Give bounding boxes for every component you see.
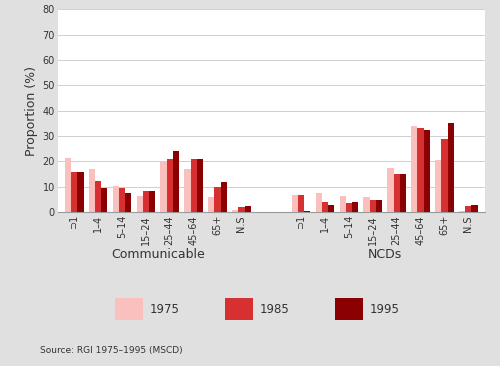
Y-axis label: Proportion (%): Proportion (%) [25, 66, 38, 156]
Bar [364, 197, 370, 212]
Bar [298, 194, 304, 212]
Bar [119, 188, 125, 212]
Bar [418, 128, 424, 212]
Bar [208, 197, 214, 212]
Bar [166, 159, 173, 212]
Bar [388, 168, 394, 212]
Bar [136, 196, 143, 212]
Bar [376, 199, 382, 212]
Bar [95, 180, 101, 212]
Bar [238, 207, 244, 212]
Text: 1985: 1985 [260, 303, 290, 316]
Bar [160, 161, 166, 212]
Bar [244, 206, 250, 212]
Bar [394, 174, 400, 212]
Bar [459, 211, 465, 212]
Bar [214, 187, 220, 212]
Bar [220, 182, 227, 212]
Bar [340, 196, 346, 212]
Bar [112, 186, 119, 212]
Bar [173, 152, 179, 212]
Bar [184, 169, 190, 212]
Bar [143, 191, 149, 212]
Bar [472, 205, 478, 212]
Bar [352, 202, 358, 212]
Bar [322, 202, 328, 212]
Text: Source: RGI 1975–1995 (MSCD): Source: RGI 1975–1995 (MSCD) [40, 346, 182, 355]
Text: Communicable: Communicable [111, 248, 204, 261]
Bar [442, 139, 448, 212]
Text: 1975: 1975 [150, 303, 180, 316]
Bar [435, 160, 442, 212]
Bar [101, 188, 107, 212]
Bar [328, 205, 334, 212]
Bar [232, 210, 238, 212]
Bar [400, 174, 406, 212]
Bar [424, 130, 430, 212]
Bar [448, 123, 454, 212]
Bar [71, 172, 78, 212]
Bar [346, 203, 352, 212]
Bar [370, 199, 376, 212]
Bar [89, 169, 95, 212]
Bar [125, 193, 132, 212]
Text: NCDs: NCDs [368, 248, 402, 261]
Text: 1995: 1995 [370, 303, 400, 316]
Bar [304, 211, 310, 212]
Bar [190, 159, 196, 212]
Bar [292, 194, 298, 212]
Bar [78, 172, 84, 212]
Bar [316, 193, 322, 212]
Bar [411, 126, 418, 212]
Bar [196, 159, 203, 212]
Bar [65, 158, 71, 212]
Bar [149, 191, 155, 212]
Bar [465, 206, 471, 212]
